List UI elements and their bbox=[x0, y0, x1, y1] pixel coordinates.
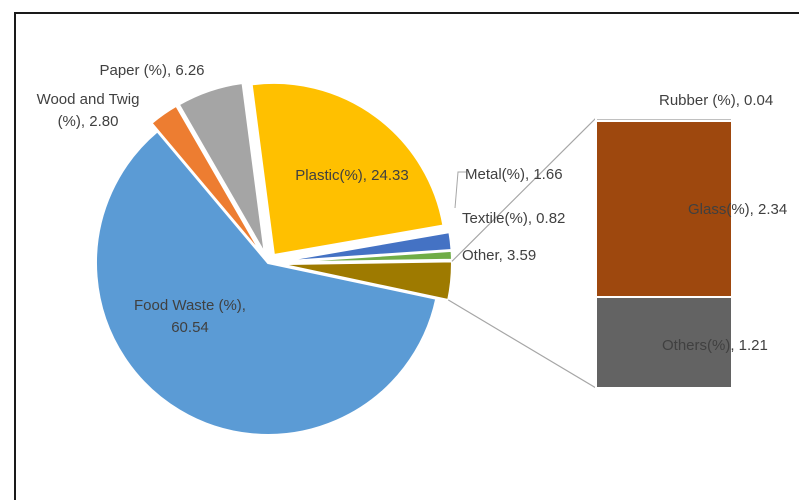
label-rubber: Rubber (%), 0.04 bbox=[659, 92, 773, 109]
label-glass: Glass(%), 2.34 bbox=[688, 201, 787, 218]
label-plastic: Plastic(%), 24.33 bbox=[295, 167, 408, 184]
connector-line-bottom bbox=[447, 299, 597, 389]
pie-slice-textile bbox=[279, 249, 453, 264]
pie-slice-plastic bbox=[250, 81, 445, 257]
label-wood-line1: Wood and Twig bbox=[37, 91, 140, 108]
label-paper: Paper (%), 6.26 bbox=[99, 62, 204, 79]
pie-slice-other bbox=[279, 260, 453, 302]
pie-slice-wood-and-twig bbox=[150, 104, 264, 256]
bar-of-pie-chart: Food Waste (%), 60.54 Wood and Twig (%),… bbox=[37, 62, 787, 436]
label-food-line1: Food Waste (%), bbox=[134, 297, 246, 314]
label-other: Other, 3.59 bbox=[462, 247, 536, 264]
bar-segment-others bbox=[595, 295, 733, 390]
pie-slice-food-waste bbox=[95, 129, 438, 436]
leader-line-metal bbox=[454, 171, 466, 209]
label-textile: Textile(%), 0.82 bbox=[462, 210, 565, 227]
label-metal: Metal(%), 1.66 bbox=[465, 166, 563, 183]
connector-line-top bbox=[451, 117, 597, 262]
label-others: Others(%), 1.21 bbox=[662, 337, 768, 354]
label-food-line2: 60.54 bbox=[171, 319, 209, 336]
pie-slice-paper bbox=[177, 81, 266, 255]
chart-frame bbox=[14, 12, 799, 500]
bar-segment-glass bbox=[595, 120, 733, 298]
label-wood-line2: (%), 2.80 bbox=[58, 113, 119, 130]
